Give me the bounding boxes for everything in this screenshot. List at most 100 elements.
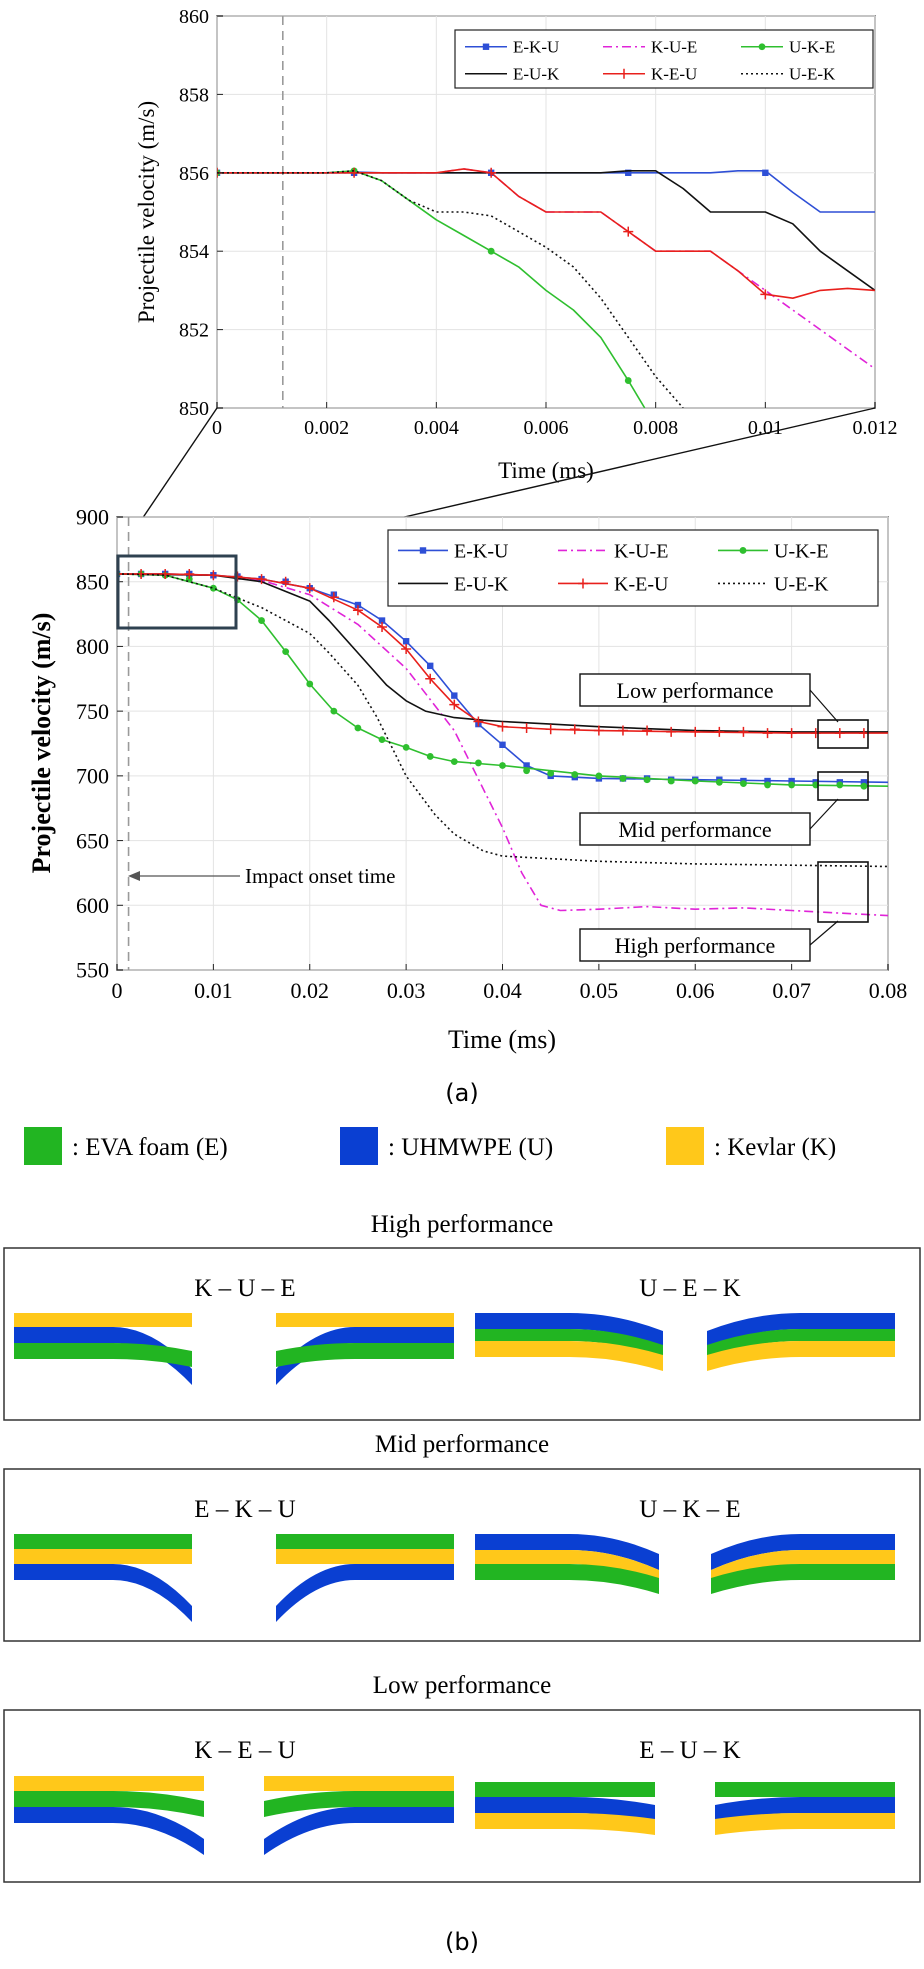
sim-high-right-layer-k-3-left — [475, 1341, 663, 1371]
zoom-y-tick-label: 852 — [179, 320, 209, 342]
panel-label-b: (b) — [445, 1928, 479, 1956]
sim-mid-left-layer-u-3-right — [276, 1564, 454, 1622]
full-marker-u-k-e — [475, 759, 482, 767]
impact-onset-label: Impact onset time — [245, 864, 395, 888]
full-marker-k-e-u — [521, 722, 532, 733]
sim-mid-left-layer-u-3-left — [14, 1564, 192, 1622]
sim-low-left-layer-u-3-right — [264, 1807, 454, 1855]
full-marker-u-k-e — [547, 769, 555, 777]
sim-low-right-layer-e-1-right — [715, 1782, 895, 1797]
zoom-marker-k-e-u — [623, 226, 634, 237]
full-series-line-e-u-k — [117, 573, 888, 733]
full-y-tick-label: 900 — [76, 505, 109, 530]
zoom-series-line-k-e-u — [217, 168, 875, 299]
sim-low-right-layer-k-3-left — [475, 1813, 655, 1835]
full-y-tick-label: 700 — [76, 764, 109, 789]
full-x-tick-label: 0.08 — [869, 978, 908, 1003]
full-y-tick-label: 650 — [76, 828, 109, 853]
sim-low-left-layer-k-1-left — [14, 1776, 204, 1791]
full-legend-label-u-e-k: U-E-K — [774, 573, 829, 595]
full-marker-e-k-u — [499, 741, 506, 748]
zoom-y-tick-label: 854 — [179, 241, 209, 263]
sim-high-left-layer-e-3-left — [14, 1343, 192, 1367]
zoom-x-tick-label: 0.008 — [633, 417, 678, 439]
sim-high-left-layer-k-1-left — [14, 1313, 192, 1327]
full-marker-k-e-u — [690, 726, 701, 737]
full-marker-k-e-u — [714, 726, 725, 737]
sim-low-left-layer-e-2-right — [264, 1791, 454, 1817]
panel-high-title: High performance — [371, 1211, 554, 1238]
full-legend-marker-u-k-e — [739, 547, 747, 554]
full-marker-e-k-u — [354, 601, 362, 609]
full-x-tick-label: 0.01 — [194, 978, 233, 1003]
full-chart: 0 0.01 0.02 0.03 0.04 0.05 0.06 0.07 0.08 550 600 6… — [27, 505, 907, 1054]
sim-high-left-layer-u-2-left — [14, 1327, 192, 1385]
full-marker-k-e-u — [184, 568, 195, 579]
zoom-marker-u-k-e — [624, 377, 632, 384]
zoom-x-tick-label: 0.004 — [414, 417, 459, 439]
panel-high-performance: High performance K – U – E U – E – K — [3, 1211, 921, 1421]
full-y-axis-label: Projectile velocity (m/s) — [27, 613, 56, 874]
zoom-marker-k-e-u — [760, 289, 771, 300]
full-marker-u-k-e — [691, 777, 699, 785]
kevlar-swatch — [666, 1127, 704, 1165]
panel-high-config-left: K – U – E — [194, 1275, 295, 1302]
full-marker-k-e-u — [208, 570, 219, 581]
full-marker-u-k-e — [450, 758, 458, 766]
sim-high-left-layer-k-1-right — [276, 1313, 454, 1327]
full-series-line-u-k-e — [117, 573, 888, 787]
sim-low-left-layer-u-3-left — [14, 1807, 204, 1855]
sim-low-right-layer-e-1-left — [475, 1782, 655, 1797]
full-marker-k-e-u — [786, 728, 797, 739]
full-marker-k-e-u — [642, 725, 653, 736]
full-marker-u-k-e — [595, 772, 603, 780]
full-marker-k-e-u — [569, 724, 580, 735]
full-x-tick-label: 0 — [112, 978, 123, 1003]
sim-mid-right-layer-k-2-left — [475, 1550, 659, 1584]
full-legend: E-K-U K-U-E U-K-E E-U-K K-E-U U-E-K — [387, 529, 879, 607]
full-legend-label-u-k-e: U-K-E — [774, 540, 828, 562]
sim-mid-right-layer-u-1-left — [475, 1534, 659, 1570]
zoom-y-tick-label: 856 — [179, 163, 209, 185]
low-perf-callout-line — [809, 689, 839, 723]
sim-mid-right-layer-k-2-right — [711, 1550, 895, 1584]
full-marker-u-k-e — [209, 584, 217, 592]
full-legend-label-e-u-k: E-U-K — [454, 573, 509, 595]
full-marker-u-k-e — [740, 780, 747, 788]
full-marker-e-k-u — [427, 662, 434, 670]
full-marker-u-k-e — [402, 743, 410, 751]
zoom-marker-e-k-u — [762, 169, 769, 176]
full-y-tick-label: 550 — [76, 958, 109, 983]
full-y-tick-label: 600 — [76, 893, 109, 918]
full-marker-u-k-e — [282, 648, 290, 656]
sim-high-right-layer-u-1-left — [475, 1313, 663, 1347]
zoom-legend: E-K-U K-U-E U-K-E E-U-K K-E-U U-E-K — [454, 29, 874, 89]
impact-onset-arrowhead — [128, 871, 140, 881]
low-perf-label-box — [579, 673, 811, 707]
zoom-x-tick-label: 0.006 — [524, 417, 569, 439]
full-marker-k-e-u — [545, 724, 556, 735]
high-perf-callout-line — [809, 920, 839, 946]
sim-high-right-layer-k-3-right — [707, 1341, 895, 1371]
full-marker-e-k-u — [860, 779, 868, 786]
full-x-tick-label: 0.04 — [483, 978, 522, 1003]
full-marker-k-e-u — [328, 592, 339, 603]
sim-mid-left-layer-k-2-right — [276, 1549, 454, 1564]
full-marker-u-k-e — [643, 776, 651, 784]
full-marker-k-e-u — [352, 605, 363, 616]
mid-perf-label-box — [579, 812, 811, 846]
sim-high-left-layer-e-3-right — [276, 1343, 454, 1367]
mid-perf-callout-line — [809, 798, 839, 830]
full-marker-k-e-u — [160, 568, 171, 579]
full-marker-k-e-u — [834, 728, 845, 739]
sim-low-right-layer-u-2-right — [715, 1797, 895, 1821]
sim-mid-left-layer-e-1-left — [14, 1534, 192, 1549]
full-marker-k-e-u — [256, 574, 267, 585]
sim-high-left-layer-u-2-right — [276, 1327, 454, 1385]
high-perf-label: High performance — [615, 933, 776, 958]
zoom-x-tick-label: 0.012 — [853, 417, 898, 439]
zoom-legend-label-u-e-k: U-E-K — [789, 65, 836, 84]
sim-low-left-layer-e-2-left — [14, 1791, 204, 1817]
full-series-line-k-e-u — [117, 573, 888, 734]
panel-mid-config-left: E – K – U — [194, 1496, 295, 1523]
